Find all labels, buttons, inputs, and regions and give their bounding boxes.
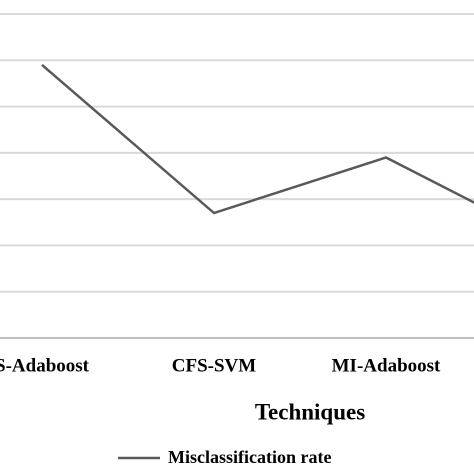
legend-label: Misclassification rate [168,447,331,467]
x-tick-label: CFS-SVM [172,355,257,376]
data-line [41,63,474,215]
x-tick-label: MI-Adaboost [332,355,441,376]
x-tick-label: S-Adaboost [0,355,90,376]
x-axis-label: Techniques [255,399,365,424]
